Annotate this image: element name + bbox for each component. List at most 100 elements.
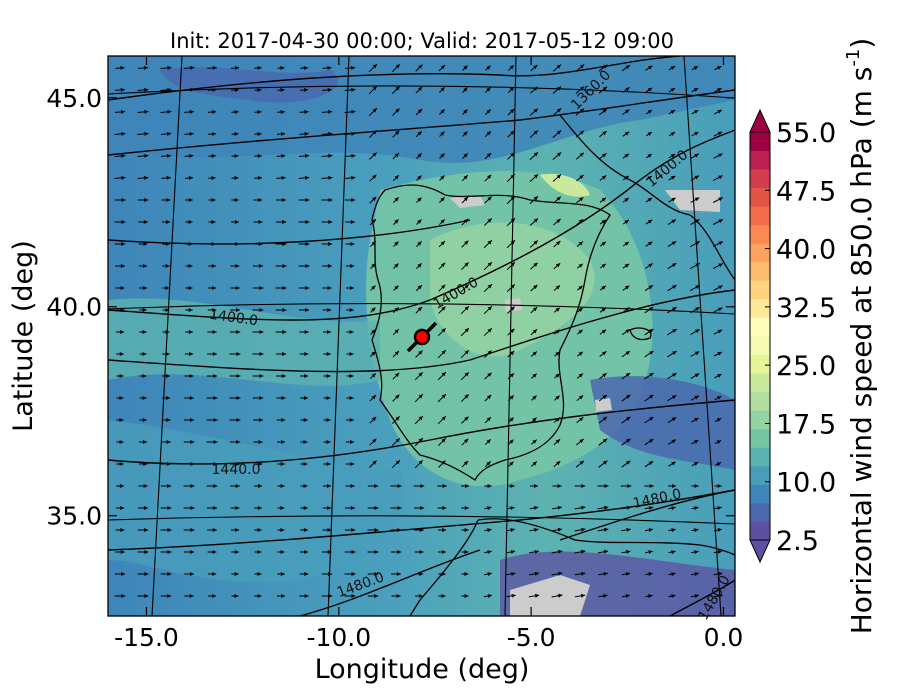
wind-arrow-head (234, 198, 239, 202)
wind-arrow-head (166, 396, 171, 400)
wind-arrow-head (257, 110, 262, 114)
wind-arrow-head (601, 197, 606, 202)
wind-arrow-head (234, 550, 239, 554)
wind-arrow (737, 529, 746, 531)
wind-arrow-head (371, 219, 376, 224)
wind-arrow-head (236, 440, 241, 444)
wind-arrow-head (487, 372, 492, 377)
wind-arrow-head (144, 87, 149, 92)
wind-arrow-head (351, 594, 356, 598)
wind-arrow-head (142, 330, 147, 334)
terrain-mask-atlas (510, 575, 590, 616)
parallel-40 (108, 302, 735, 315)
wind-arrow-head (212, 286, 216, 290)
wind-arrow-head (212, 528, 217, 532)
wind-arrow-head (257, 572, 262, 576)
wind-arrow-head (121, 594, 126, 598)
wind-arrow-head (579, 197, 584, 202)
wind-arrow-head (441, 350, 446, 355)
wind-arrow-head (258, 198, 263, 202)
wind-arrow-head (486, 153, 492, 158)
wind-arrow-head (165, 308, 170, 312)
wind-arrow-head (374, 572, 379, 576)
wind-arrow-head (440, 65, 445, 70)
wind-arrow-head (671, 616, 675, 620)
wind-arrow-head (234, 132, 239, 136)
wind-arrow-head (211, 220, 216, 224)
colorbar-segment (750, 428, 770, 448)
wind-arrow (736, 573, 746, 575)
wind-arrow-head (464, 284, 469, 289)
wind-arrow-head (718, 175, 723, 180)
wind-arrow (529, 617, 540, 619)
wind-arrow-head (579, 152, 584, 157)
wind-arrow-head (672, 307, 677, 311)
wind-arrow-head (305, 175, 310, 180)
wind-arrow-head (327, 484, 331, 488)
wind-arrow-head (120, 87, 125, 92)
wind-arrow-head (351, 87, 356, 92)
wind-arrow-head (349, 418, 354, 422)
wind-arrow-head (579, 64, 585, 69)
wind-arrow-head (143, 242, 148, 246)
geopotential-contours (108, 56, 735, 616)
wind-arrow-head (625, 109, 630, 114)
wind-arrow-head (464, 306, 469, 311)
wind-arrow-head (578, 351, 583, 356)
wind-arrow-head (121, 572, 126, 576)
wind-arrow-head (671, 550, 676, 555)
colorbar-segment (750, 373, 770, 393)
wind-arrow-head (120, 528, 125, 532)
wind-arrow-head (281, 396, 286, 400)
wind-arrow-head (418, 394, 423, 399)
wind-arrow-head (417, 306, 423, 312)
wind-arrow-head (556, 64, 561, 69)
wind-arrow-head (234, 88, 239, 92)
wind-arrow-head (717, 131, 723, 136)
wind-arrow-head (625, 351, 630, 356)
wind-arrow-head (235, 484, 240, 488)
wind-arrow-head (741, 220, 745, 224)
terrain-mask-south (595, 398, 612, 412)
wind-arrow-head (119, 374, 124, 378)
wind-arrow-head (351, 198, 356, 202)
wind-arrow-head (304, 594, 309, 598)
wind-arrow-head (694, 395, 699, 400)
wind-arrow-head (440, 219, 445, 224)
parallels (108, 85, 735, 525)
x-tick-label: -5.0 (507, 623, 556, 652)
wind-arrow-head (212, 88, 217, 92)
coastline-balearic (629, 327, 652, 341)
contour-1420 (108, 289, 735, 373)
wind-arrow-head (555, 329, 560, 334)
wind-arrow-head (119, 418, 124, 422)
wind-arrow-head (672, 373, 677, 377)
coastline-iberia (371, 184, 611, 481)
wind-arrow-head (420, 506, 425, 510)
wind-arrow-head (144, 528, 149, 532)
meridian-minus-15 (151, 56, 183, 616)
wind-arrow-head (282, 220, 287, 224)
wind-arrow-head (510, 328, 515, 333)
wind-arrow-head (166, 418, 171, 422)
wind-arrow-head (486, 131, 491, 136)
wind-arrow-head (625, 394, 631, 399)
wind-arrow-head (624, 241, 629, 246)
wind-arrow-head (350, 462, 355, 466)
wind-arrow-head (281, 176, 286, 180)
wind-arrow-head (326, 462, 331, 466)
wind-arrow-head (234, 594, 239, 598)
wind-arrow-head (419, 572, 424, 576)
wind-arrow-head (741, 484, 745, 488)
wind-arrow-head (672, 351, 677, 355)
wind-arrow-head (188, 330, 193, 334)
wind-arrow-head (442, 528, 447, 532)
wind-arrow-head (326, 396, 331, 400)
wind-arrow-head (394, 197, 399, 202)
wind-arrow-head (717, 528, 722, 532)
wind-arrow-head (121, 220, 126, 224)
wind-arrow-head (533, 130, 538, 135)
wind-arrow-head (556, 152, 562, 157)
wind-arrow-head (626, 460, 631, 465)
wind-arrow-head (303, 462, 308, 466)
